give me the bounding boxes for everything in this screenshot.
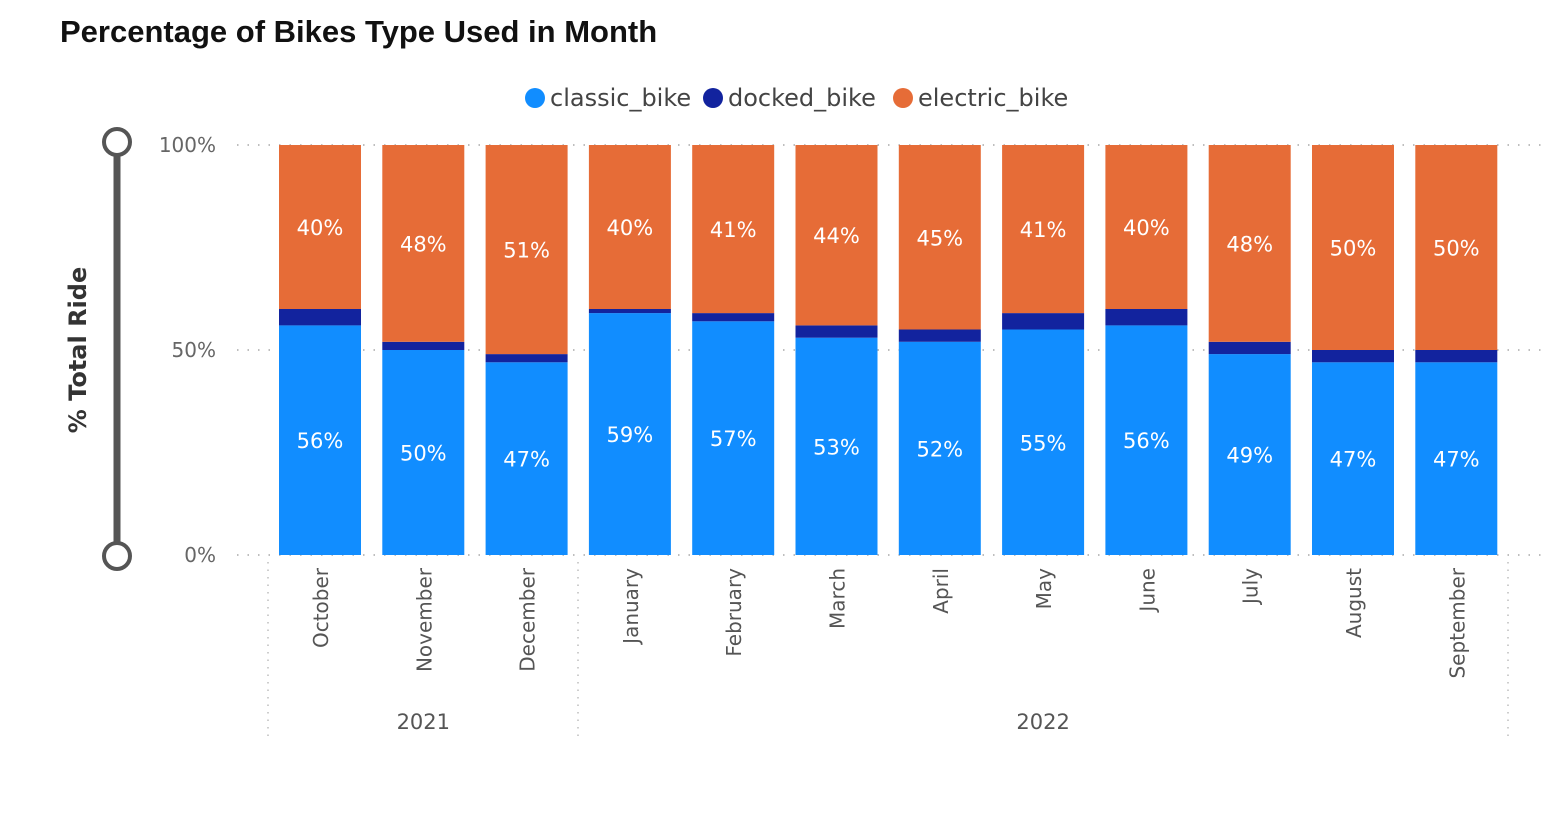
data-label: 55% (1020, 431, 1067, 455)
bar-electric_bike (1105, 145, 1188, 309)
x-axis: October November December January February Ma… (267, 562, 1509, 742)
x-tick-label: November (412, 567, 436, 672)
bar-electric_bike (485, 145, 568, 355)
y-tick-label: 100% (159, 133, 216, 157)
data-label: 41% (710, 218, 757, 242)
data-label: 40% (607, 216, 654, 240)
bar-electric_bike (692, 145, 775, 314)
bar-docked_bike (898, 329, 981, 342)
y-axis-title: % Total Ride (64, 267, 92, 434)
x-tick-label: August (1342, 568, 1366, 638)
x-tick-label: January (619, 568, 643, 646)
bar-electric_bike (1312, 145, 1394, 350)
bar-docked_bike (382, 341, 465, 350)
data-label: 47% (1330, 448, 1377, 472)
bar-docked_bike (692, 313, 775, 322)
bar-electric_bike (898, 145, 981, 330)
y-tick-label: 50% (172, 338, 216, 362)
zoom-slider-top-handle[interactable] (102, 127, 132, 157)
bar-docked_bike (279, 309, 361, 326)
bar-classic_bike (588, 313, 671, 555)
x-tick-label: July (1239, 568, 1263, 606)
data-label: 56% (1123, 429, 1170, 453)
data-label: 40% (297, 216, 344, 240)
bar-classic_bike (795, 337, 878, 555)
x-group-label: 2021 (397, 710, 450, 734)
data-label: 45% (916, 226, 963, 250)
bar-classic_bike (1208, 354, 1291, 555)
bar-docked_bike (485, 354, 568, 363)
data-label: 50% (1433, 237, 1480, 261)
bar-electric_bike (1415, 145, 1498, 350)
data-label: 50% (400, 442, 447, 466)
bar-electric_bike (1208, 145, 1291, 342)
bar-classic_bike (1105, 325, 1188, 555)
x-tick-label: December (516, 567, 540, 671)
data-label: 41% (1020, 218, 1067, 242)
y-axis: 0% 50% 100% % Total Ride (64, 133, 216, 567)
chart-title: Percentage of Bikes Type Used in Month (60, 14, 658, 49)
bar-docked_bike (588, 309, 671, 314)
legend-entry: electric_bike (918, 84, 1068, 112)
x-tick-label: February (722, 568, 746, 657)
x-tick-label: October (309, 567, 333, 648)
data-label: 57% (710, 427, 757, 451)
legend-entry: classic_bike (550, 84, 691, 112)
data-label: 48% (1226, 232, 1273, 256)
x-tick-label: June (1135, 568, 1159, 614)
bar-classic_bike (279, 325, 361, 555)
legend-entry: docked_bike (728, 84, 876, 112)
data-label: 53% (813, 435, 860, 459)
data-label: 51% (503, 239, 550, 263)
legend-marker (893, 88, 913, 108)
bar-classic_bike (1002, 329, 1085, 555)
data-label: 49% (1226, 444, 1273, 468)
bar-docked_bike (1002, 313, 1085, 330)
data-label: 48% (400, 232, 447, 256)
bar-classic_bike (1312, 362, 1394, 555)
data-label: 40% (1123, 216, 1170, 240)
data-label: 47% (503, 448, 550, 472)
bar-electric_bike (382, 145, 465, 342)
x-group-label: 2022 (1016, 710, 1069, 734)
bar-classic_bike (382, 350, 465, 555)
zoom-slider-bottom-handle[interactable] (102, 541, 132, 571)
bar-docked_bike (1208, 341, 1291, 355)
bar-classic_bike (485, 362, 568, 555)
zoom-slider[interactable] (102, 127, 132, 571)
bar-electric_bike (588, 145, 671, 309)
data-label: 50% (1330, 237, 1377, 261)
y-tick-label: 0% (184, 543, 216, 567)
bar-classic_bike (1415, 362, 1498, 555)
data-label: 52% (916, 437, 963, 461)
data-label: 44% (813, 224, 860, 248)
bar-classic_bike (692, 321, 775, 555)
bar-electric_bike (795, 145, 878, 326)
bar-docked_bike (1415, 350, 1498, 363)
bar-docked_bike (795, 325, 878, 338)
data-label: 56% (297, 429, 344, 453)
bars: 56% 40% 50% 48% 47% 51% 59% 40% 57% 41% 53% 44% 52% 4… (279, 145, 1498, 555)
x-tick-label: April (929, 568, 953, 614)
bar-electric_bike (1002, 145, 1085, 314)
data-label: 47% (1433, 448, 1480, 472)
legend-marker (703, 88, 723, 108)
x-tick-label: September (1445, 567, 1469, 678)
data-label: 59% (607, 423, 654, 447)
bar-classic_bike (898, 341, 981, 555)
x-tick-label: March (826, 568, 850, 629)
bar-docked_bike (1312, 350, 1394, 363)
bar-docked_bike (1105, 309, 1188, 326)
bar-electric_bike (279, 145, 361, 309)
x-tick-label: May (1032, 568, 1056, 610)
legend-marker (525, 88, 545, 108)
legend: classic_bike docked_bike electric_bike (525, 84, 1068, 112)
